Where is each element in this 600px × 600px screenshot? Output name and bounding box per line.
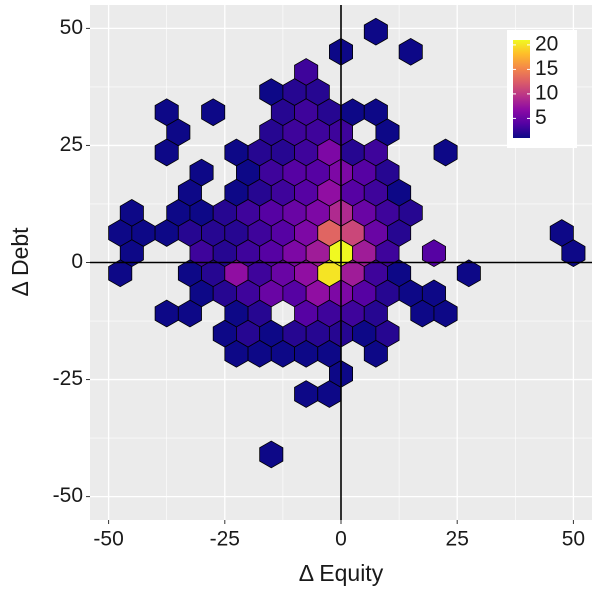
- hex-cell: [154, 138, 179, 167]
- hex-cell: [259, 440, 284, 469]
- x-tick-label: -50: [93, 528, 123, 551]
- colorbar: [513, 40, 530, 138]
- colorbar-label: 20: [535, 32, 558, 55]
- y-tick-label: 25: [60, 133, 83, 156]
- hex-cell: [433, 138, 458, 167]
- hex-cell: [201, 98, 226, 127]
- hex-cell: [363, 339, 388, 368]
- y-tick-label: 50: [60, 16, 83, 39]
- hex-cell: [363, 17, 388, 46]
- x-tick-label: 0: [335, 528, 347, 551]
- hex-cell: [421, 239, 446, 268]
- colorbar-label: 15: [535, 57, 558, 80]
- y-axis-title: Δ Debt: [7, 227, 33, 297]
- hex-cell: [177, 299, 202, 328]
- hex-cell: [561, 239, 586, 268]
- x-tick-label: 25: [446, 528, 469, 551]
- x-axis-title: Δ Equity: [299, 560, 384, 586]
- y-tick-label: 0: [71, 250, 83, 273]
- y-tick-label: -50: [53, 484, 83, 507]
- y-tick-label: -25: [53, 367, 83, 390]
- hex-cell: [456, 259, 481, 288]
- colorbar-label: 5: [535, 106, 547, 129]
- colorbar-label: 10: [535, 81, 558, 104]
- x-tick-label: 50: [562, 528, 585, 551]
- hex-cell: [398, 37, 423, 66]
- hex-cell: [433, 299, 458, 328]
- x-tick-label: -25: [210, 528, 240, 551]
- hex-cell: [108, 259, 133, 288]
